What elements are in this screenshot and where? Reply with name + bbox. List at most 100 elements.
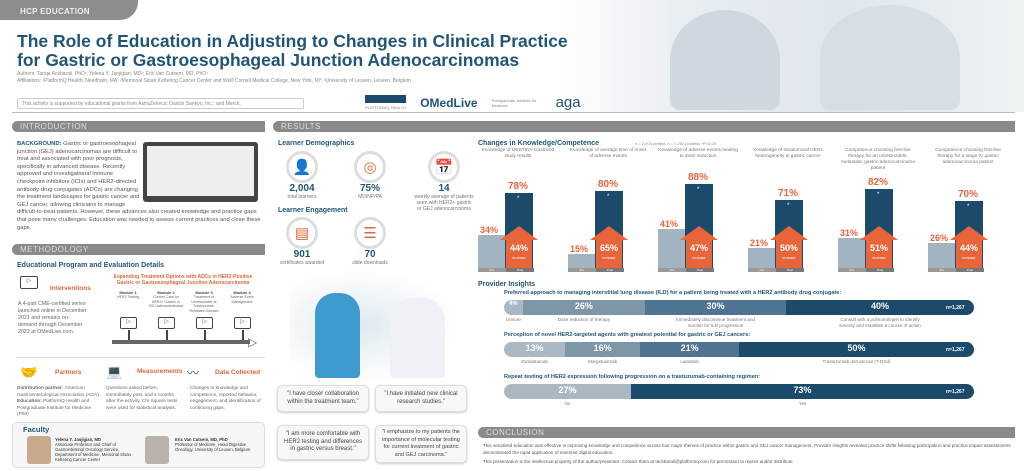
timeline-tick (166, 330, 168, 340)
knowledge-chart: Knowledge of DESTINY-Gastric02 study res… (478, 148, 1018, 272)
increase-label: increase (602, 256, 616, 260)
patient-figure (390, 298, 445, 378)
faculty-member: Yelena Y. Janjigian, MD Associate Profess… (55, 437, 140, 462)
post-value-label: 70% (958, 188, 979, 200)
video-icon: ▷ (20, 276, 38, 289)
data-collected-label: Data Collected (215, 369, 261, 376)
post-value-label: 71% (778, 187, 799, 199)
stat-label: certificates awarded (279, 260, 325, 266)
segment-label: Immediately discontinue treatment and mo… (676, 317, 755, 328)
post-axis-label: Post (686, 268, 714, 272)
segment-label: No (564, 401, 571, 406)
bar-segment: 13% (504, 342, 566, 357)
testimonial-quote: "I emphasize to my patients the importan… (375, 425, 467, 463)
increase-label: increase (872, 256, 886, 260)
nurse-figure (315, 293, 360, 378)
bar-segment: 30% (644, 300, 786, 315)
bar-segment: 4% (504, 300, 523, 315)
introduction-heading: INTRODUCTION (12, 121, 265, 132)
increase-value-label: 50% (779, 243, 798, 253)
testimonial-quote: "I am more comfortable with HER2 testing… (277, 425, 369, 460)
bar-segment: 16% (565, 342, 641, 357)
video-icon: ▷ (120, 317, 137, 329)
timeline-tick (204, 330, 206, 340)
provider-insights-chart: Preferred approach to managing interstit… (478, 290, 1018, 420)
divider (12, 112, 1015, 113)
measurements-label: Measurements (137, 368, 183, 375)
affiliations: Affiliations: ¹PlatformQ Health, Needham… (17, 78, 411, 84)
laptop-screenshot (143, 142, 258, 202)
pre-bar (478, 235, 506, 268)
segment-label: Trastuzumab deruxtecan (T-DXd) (822, 359, 891, 364)
demographics-stats: 👤 2,004 total learners ◎ 75% MD/NP/PA 📅 14 wee… (278, 151, 474, 212)
increase-value-label: 47% (689, 243, 708, 253)
post-value-label: 78% (508, 181, 529, 193)
stat-value: 75% (359, 183, 380, 194)
distribution-partner: American Gastroenterological Association… (17, 386, 99, 398)
post-value-label: 82% (868, 177, 889, 189)
pre-value-label: 21% (750, 237, 769, 248)
faculty-title: Professor of Medicine, Head Digestive On… (175, 442, 251, 452)
module-name: Module 2 (157, 290, 175, 295)
doctor-photo (670, 10, 780, 110)
significance-marker: * (517, 196, 520, 203)
bar-segment: 26% (522, 300, 645, 315)
provider-insights-title: Provider Insights (478, 281, 536, 288)
stat-md-np-pa: ◎ 75% MD/NP/PA (346, 151, 394, 212)
bar-segment: 27% (504, 384, 631, 399)
faculty-photo (27, 436, 51, 464)
timeline-tick (128, 330, 130, 340)
video-icon: ▷ (196, 317, 213, 329)
pre-axis-label: Pre (838, 268, 866, 272)
data-graph-icon: 〰 (187, 366, 200, 380)
category-label: Knowledge of intratumoral HER2 heterogen… (753, 148, 823, 159)
segment-label: Lapatinib (680, 359, 699, 364)
increase-arrow-icon (770, 226, 808, 240)
increase-arrow-icon (500, 226, 538, 240)
conclusion-heading: CONCLUSION (478, 427, 1015, 438)
sample-size: n=1,267 (946, 305, 965, 311)
faculty-box: Faculty Yelena Y. Janjigian, MD Associate… (12, 422, 265, 468)
stat-total-learners: 👤 2,004 total learners (278, 151, 326, 212)
bar-segment: 50% (738, 342, 974, 357)
presentation-icon: ☰ (354, 217, 386, 249)
post-axis-label: Post (776, 268, 804, 272)
increase-arrow-body (506, 240, 532, 268)
segment-label: Yes (798, 401, 807, 406)
increase-value-label: 44% (959, 243, 978, 253)
stacked-bar: 4% 26% 30% 40% (504, 300, 974, 315)
series-title: Expanding Treatment Options with ADCs in… (113, 274, 253, 286)
stat-slide-downloads: ☰ 70 slide downloads (346, 217, 394, 266)
segment-label: Zanidatamab (521, 359, 548, 364)
module-name: Module 1 (119, 290, 137, 295)
pre-axis-label: Pre (928, 268, 956, 272)
category-label: Competence choosing first-line therapy f… (935, 148, 1001, 165)
faculty-name: Eric Van Cutsem, MD, PhD (175, 437, 228, 442)
aga-logo: aga (555, 94, 581, 111)
segment-label: Unsure (506, 317, 521, 322)
faculty-name: Yelena Y. Janjigian, MD (55, 437, 102, 442)
post-axis-label: Post (866, 268, 894, 272)
segment-label: Consult with a pulmonologist to identify… (839, 317, 921, 328)
increase-arrow-body (866, 240, 892, 268)
increase-value-label: 65% (599, 243, 618, 253)
significance-marker: * (967, 203, 970, 210)
pre-bar (838, 238, 866, 268)
pre-value-label: 34% (480, 225, 499, 236)
laptop-chart-icon: 💻 (106, 364, 123, 379)
increase-arrow-icon (680, 226, 718, 240)
copyright-notice: This presentation is the intellectual pr… (483, 459, 794, 464)
module-description: Treatment of Unresectable or Trastuzumab… (189, 295, 219, 313)
bar-segment: 40% (785, 300, 974, 315)
interventions-label: Interventions (50, 285, 91, 292)
category-label: Knowledge of average time of onset of ad… (569, 148, 647, 159)
partners-label: Partners (55, 369, 82, 376)
increase-arrow-icon (860, 226, 898, 240)
pim-logo: Postgraduate Institute for Medicine (491, 97, 537, 108)
increase-arrow-icon (590, 226, 628, 240)
knowledge-chart-title: Changes in Knowledge/Competence (478, 140, 599, 147)
sample-size: n=1,267 (946, 347, 965, 353)
increase-label: increase (782, 256, 796, 260)
category-tag: HCP EDUCATION (0, 0, 138, 20)
question-label: Repeat testing of HER2 expression follow… (504, 374, 761, 380)
